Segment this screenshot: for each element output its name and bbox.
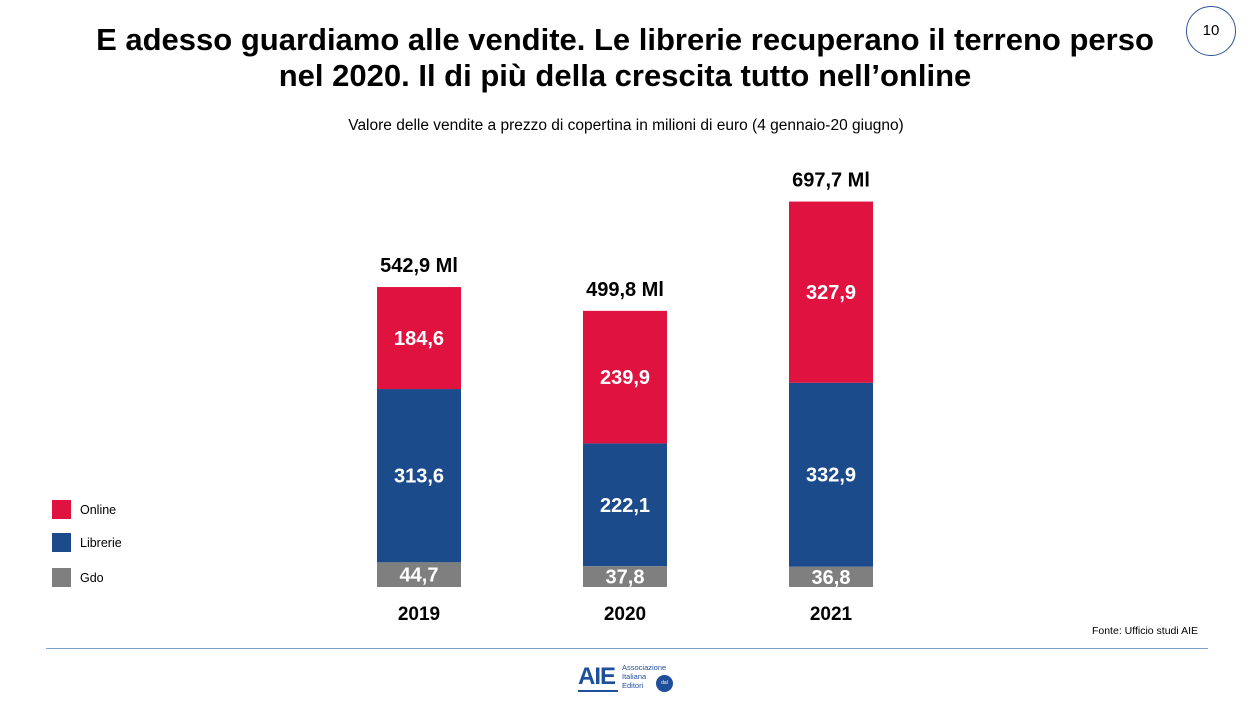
logo-mark: AIE	[578, 663, 616, 690]
logo-badge: dal 1869	[656, 675, 673, 703]
slide-title: E adesso guardiamo alle vendite. Le libr…	[96, 22, 1154, 93]
bar-segment-gdo-2019	[377, 562, 461, 587]
legend-item-online: Online	[52, 500, 172, 520]
data-label-online-2020: 239,9	[600, 367, 650, 389]
legend-item-gdo: Gdo	[52, 568, 172, 588]
bar-segment-librerie-2020	[583, 443, 667, 567]
bar-segment-online-2021	[789, 201, 873, 383]
legend-swatch-online	[52, 500, 71, 519]
legend-label-online: Online	[80, 503, 117, 517]
x-tick-label-2019: 2019	[398, 604, 440, 625]
data-label-gdo-2019: 44,7	[400, 565, 439, 587]
data-label-gdo-2021: 36,8	[812, 567, 851, 589]
chart-subtitle: Valore delle vendite a prezzo di coperti…	[348, 117, 904, 134]
bar-segment-librerie-2019	[377, 389, 461, 563]
total-label-2019: 542,9 Ml	[380, 255, 458, 277]
logo-text: Associazione Italiana Editori	[622, 663, 666, 690]
legend-label-gdo: Gdo	[80, 571, 104, 585]
legend-swatch-librerie	[52, 533, 71, 552]
data-label-online-2021: 327,9	[806, 282, 856, 304]
x-tick-label-2021: 2021	[810, 604, 853, 625]
source-note: Fonte: Ufficio studi AIE	[1091, 625, 1198, 637]
bar-segment-gdo-2021	[789, 566, 873, 587]
page-number-badge: 10	[1186, 6, 1236, 56]
data-label-gdo-2020: 37,8	[606, 567, 645, 589]
legend-swatch-gdo	[52, 568, 71, 587]
legend-item-librerie: Librerie	[52, 533, 172, 553]
data-label-librerie-2020: 222,1	[600, 495, 650, 517]
total-label-2020: 499,8 Ml	[586, 279, 664, 301]
logo-underline	[578, 690, 618, 692]
legend-label-librerie: Librerie	[80, 536, 122, 550]
data-label-librerie-2019: 313,6	[394, 466, 444, 488]
bar-segment-online-2019	[377, 287, 461, 390]
total-label-2021: 697,7 Ml	[792, 170, 870, 192]
aie-logo: AIE Associazione Italiana Editori dal 18…	[578, 663, 678, 703]
x-tick-label-2020: 2020	[604, 604, 646, 625]
data-label-librerie-2021: 332,9	[806, 465, 856, 487]
footer-divider	[46, 648, 1208, 649]
bar-segment-online-2020	[583, 310, 667, 444]
bar-segment-librerie-2021	[789, 382, 873, 567]
logo-text-line: Editori	[622, 681, 644, 690]
logo-text-line: Italiana	[622, 672, 647, 681]
logo-text-line: Associazione	[622, 663, 667, 672]
bar-segment-gdo-2020	[583, 566, 667, 587]
data-label-online-2019: 184,6	[394, 328, 444, 350]
